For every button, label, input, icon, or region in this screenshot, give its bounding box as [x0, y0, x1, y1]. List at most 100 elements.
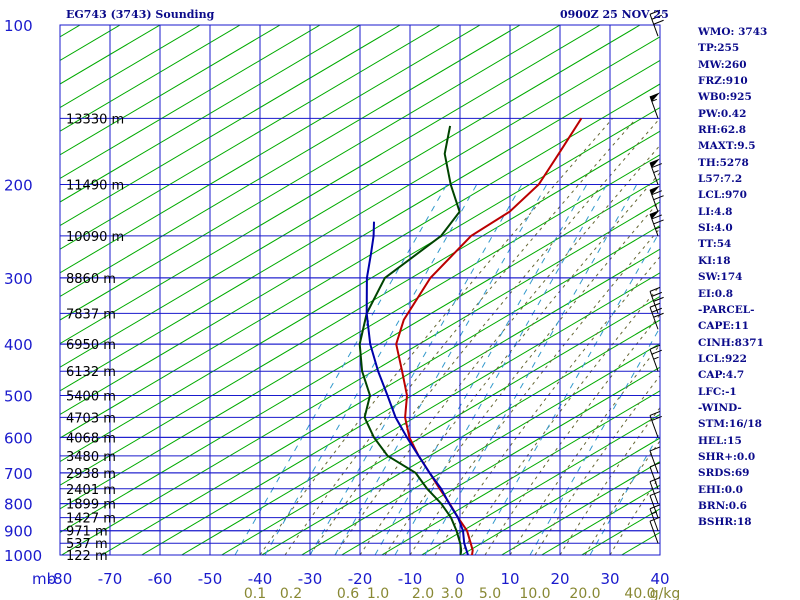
index-line: L57:7.2 [698, 173, 743, 186]
height-label: 971 m [66, 525, 108, 540]
pressure-tick-label: 100 [4, 17, 33, 35]
barb-staff [649, 14, 659, 37]
moist-adiabat [584, 440, 660, 555]
height-label: 8860 m [66, 272, 116, 287]
wind-barb [649, 9, 664, 37]
temperature-tick-label: -40 [248, 570, 273, 588]
index-line: LFC:-1 [698, 385, 737, 398]
mixing-ratio-label: 0.6 [337, 586, 359, 600]
barb-half [653, 356, 659, 360]
pressure-tick-label: 500 [4, 387, 33, 405]
index-line: EI:0.8 [698, 287, 734, 300]
index-line: PW:0.42 [698, 107, 747, 120]
height-label: 537 m [66, 537, 108, 552]
moist-adiabat [509, 344, 660, 555]
height-label: 2938 m [66, 467, 116, 482]
temperature-tick-label: 40 [650, 570, 669, 588]
temperature-tick-label: 0 [455, 570, 465, 588]
barb-staff [649, 162, 659, 185]
index-line: SRDS:69 [698, 467, 750, 480]
moist-adiabat [384, 199, 660, 555]
wind-barb [649, 344, 662, 372]
plot-frame [59, 24, 661, 556]
height-label: 4068 m [66, 431, 116, 446]
index-line: TH:5278 [698, 156, 749, 169]
barb-full [651, 214, 662, 220]
barb-full [651, 349, 662, 355]
temperature-tick-label: 10 [500, 570, 519, 588]
index-line: LI:4.8 [698, 205, 733, 218]
indices-panel: WMO: 3743 TP:255 MW:260 FRZ:910 WB0:925 PW:0.… [698, 24, 767, 531]
pressure-tick-label: 600 [4, 429, 33, 447]
height-label: 6950 m [66, 338, 116, 353]
index-line: LCL:970 [698, 189, 747, 202]
index-line: WMO: 3743 [698, 26, 768, 38]
xlabel: mb [32, 570, 56, 588]
barb-staff [649, 495, 659, 518]
height-label: 1899 m [66, 498, 116, 513]
index-line: CAP:4.7 [698, 369, 745, 382]
index-line: RH:62.8 [698, 124, 747, 137]
barb-full [649, 504, 661, 510]
barb-full [649, 491, 661, 497]
index-line: CINH:8371 [698, 336, 764, 349]
mixing-ratio-label: 0.1 [244, 586, 266, 600]
index-line: BRN:0.6 [698, 499, 747, 512]
barb-full [653, 312, 664, 318]
barb-full [653, 19, 664, 25]
pressure-tick-label: 400 [4, 336, 33, 354]
barb-full [649, 9, 661, 15]
height-label: 3480 m [66, 450, 116, 465]
mixing-ratio-label: 1.0 [367, 586, 389, 600]
dry-adiabat [500, 461, 660, 555]
dewpoint-profile [358, 125, 463, 555]
parcel-profile [365, 221, 469, 555]
index-line: -WIND- [698, 401, 742, 414]
barb-full [651, 163, 662, 169]
pressure-tick-label: 800 [4, 496, 33, 514]
barb-staff [649, 96, 659, 119]
mixing-ratio-label: 3.0 [441, 586, 463, 600]
moist-adiabat [309, 117, 660, 555]
temperature-tick-label: -80 [48, 570, 73, 588]
mixing-ratio-label: 20.0 [569, 586, 600, 600]
moist-adiabat [409, 227, 660, 555]
wind-barbs [649, 9, 664, 544]
barb-flag [650, 209, 660, 219]
temperature-tick-label: -30 [298, 570, 323, 588]
wind-barb [649, 446, 661, 474]
index-line: SHR+:0.0 [698, 450, 756, 463]
barb-staff [649, 291, 659, 314]
index-line: SI:4.0 [698, 222, 733, 235]
station-title: EG743 (3743) Sounding [66, 8, 215, 21]
height-label: 4703 m [66, 411, 116, 426]
moist-adiabat [334, 144, 660, 555]
index-line: MAXT:9.5 [698, 140, 756, 153]
sounding-timestamp: 0900Z 25 NOV 25 [560, 8, 669, 21]
temperature-profile [395, 117, 583, 555]
wind-barb [649, 286, 664, 314]
barb-full [653, 195, 664, 201]
index-line: STM:16/18 [698, 418, 762, 431]
barb-staff [649, 466, 659, 489]
barb-full [651, 291, 662, 297]
dry-adiabat [460, 437, 660, 555]
pressure-tick-label: 700 [4, 465, 33, 483]
index-line: TT:54 [698, 238, 732, 251]
index-line: FRZ:910 [698, 75, 748, 88]
temperature-tick-label: 30 [600, 570, 619, 588]
wind-barb [649, 185, 664, 212]
temperature-tick-label: -60 [148, 570, 173, 588]
moist-adiabat [284, 117, 637, 555]
wind-barb [649, 302, 664, 330]
height-label: 13330 m [66, 112, 124, 127]
wind-barb [649, 491, 661, 518]
